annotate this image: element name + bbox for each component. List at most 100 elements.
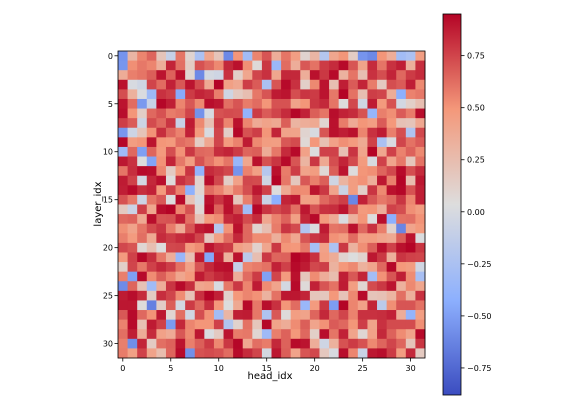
heatmap-cell — [185, 281, 196, 292]
heatmap-cell — [338, 319, 349, 330]
heatmap-cell — [405, 310, 416, 321]
x-axis-label: head_idx — [247, 371, 292, 382]
heatmap-cell — [290, 223, 301, 234]
heatmap-cell — [386, 252, 397, 263]
heatmap-cell — [415, 233, 426, 244]
heatmap-cell — [396, 108, 407, 119]
y-tick-label: 30 — [103, 340, 113, 349]
heatmap-cell — [357, 348, 368, 359]
heatmap-cell — [127, 98, 138, 109]
heatmap-cell — [233, 223, 244, 234]
heatmap-cell — [367, 281, 378, 292]
heatmap-cell — [300, 262, 311, 273]
heatmap-cell — [118, 281, 128, 292]
heatmap-cell — [357, 89, 368, 100]
heatmap-cells — [118, 51, 426, 359]
heatmap-cell — [405, 127, 416, 138]
heatmap-cell — [415, 329, 426, 340]
heatmap-cell — [204, 242, 215, 253]
heatmap-cell — [156, 271, 167, 282]
heatmap-cell — [165, 262, 176, 273]
heatmap-cell — [405, 300, 416, 311]
heatmap-cell — [281, 233, 292, 244]
heatmap-cell — [386, 214, 397, 225]
heatmap-cell — [367, 348, 378, 359]
heatmap-cell — [377, 271, 388, 282]
heatmap-cell — [194, 70, 205, 81]
heatmap-cell — [338, 194, 349, 205]
heatmap-cell — [415, 242, 426, 253]
heatmap-cell — [271, 127, 282, 138]
heatmap-cell — [300, 118, 311, 129]
heatmap-cell — [309, 271, 320, 282]
heatmap-cell — [146, 70, 157, 81]
heatmap-cell — [309, 175, 320, 186]
heatmap-cell — [357, 204, 368, 215]
heatmap-cell — [194, 233, 205, 244]
heatmap-cell — [252, 242, 263, 253]
heatmap-cell — [242, 175, 253, 186]
heatmap-cell — [309, 60, 320, 71]
heatmap-cell — [396, 338, 407, 349]
heatmap-cell — [338, 60, 349, 71]
heatmap-cell — [213, 262, 224, 273]
colorbar-tick-label: −0.25 — [467, 260, 492, 269]
heatmap-cell — [194, 98, 205, 109]
heatmap-cell — [396, 127, 407, 138]
heatmap-cell — [137, 89, 148, 100]
heatmap-cell — [137, 108, 148, 119]
heatmap-cell — [405, 242, 416, 253]
heatmap-cell — [271, 137, 282, 148]
heatmap-cell — [252, 281, 263, 292]
x-tick-label: 10 — [214, 364, 224, 373]
heatmap-cell — [377, 214, 388, 225]
heatmap-cell — [252, 156, 263, 167]
heatmap-cell — [319, 204, 330, 215]
heatmap-cell — [319, 348, 330, 359]
heatmap-cell — [386, 242, 397, 253]
heatmap-cell — [175, 51, 186, 61]
heatmap-cell — [319, 300, 330, 311]
heatmap-cell — [156, 281, 167, 292]
heatmap-cell — [175, 166, 186, 177]
heatmap-cell — [242, 118, 253, 129]
y-tick-label: 25 — [103, 292, 113, 301]
heatmap-cell — [233, 262, 244, 273]
heatmap-cell — [405, 262, 416, 273]
heatmap-cell — [146, 175, 157, 186]
x-tick-label: 30 — [406, 364, 416, 373]
heatmap-cell — [281, 89, 292, 100]
heatmap-cell — [185, 108, 196, 119]
heatmap-cell — [242, 98, 253, 109]
heatmap-cell — [290, 262, 301, 273]
heatmap-cell — [261, 60, 272, 71]
heatmap-cell — [204, 338, 215, 349]
heatmap-cell — [156, 137, 167, 148]
heatmap-cell — [223, 166, 234, 177]
colorbar-tick-label: 0.25 — [467, 156, 485, 165]
heatmap-cell — [281, 146, 292, 157]
heatmap-cell — [213, 290, 224, 301]
heatmap-cell — [348, 70, 359, 81]
heatmap-cell — [415, 108, 426, 119]
heatmap-cell — [252, 271, 263, 282]
heatmap-cell — [194, 89, 205, 100]
heatmap-cell — [338, 185, 349, 196]
heatmap-cell — [194, 166, 205, 177]
heatmap-cell — [348, 214, 359, 225]
heatmap-cell — [357, 338, 368, 349]
heatmap-cell — [146, 252, 157, 263]
heatmap-cell — [319, 108, 330, 119]
heatmap-cell — [175, 338, 186, 349]
heatmap-cell — [127, 127, 138, 138]
heatmap-cell — [386, 290, 397, 301]
heatmap-cell — [261, 252, 272, 263]
heatmap-cell — [405, 290, 416, 301]
heatmap-cell — [319, 146, 330, 157]
heatmap-cell — [367, 242, 378, 253]
heatmap-cell — [290, 194, 301, 205]
heatmap-cell — [156, 204, 167, 215]
heatmap-cell — [233, 146, 244, 157]
heatmap-cell — [338, 290, 349, 301]
